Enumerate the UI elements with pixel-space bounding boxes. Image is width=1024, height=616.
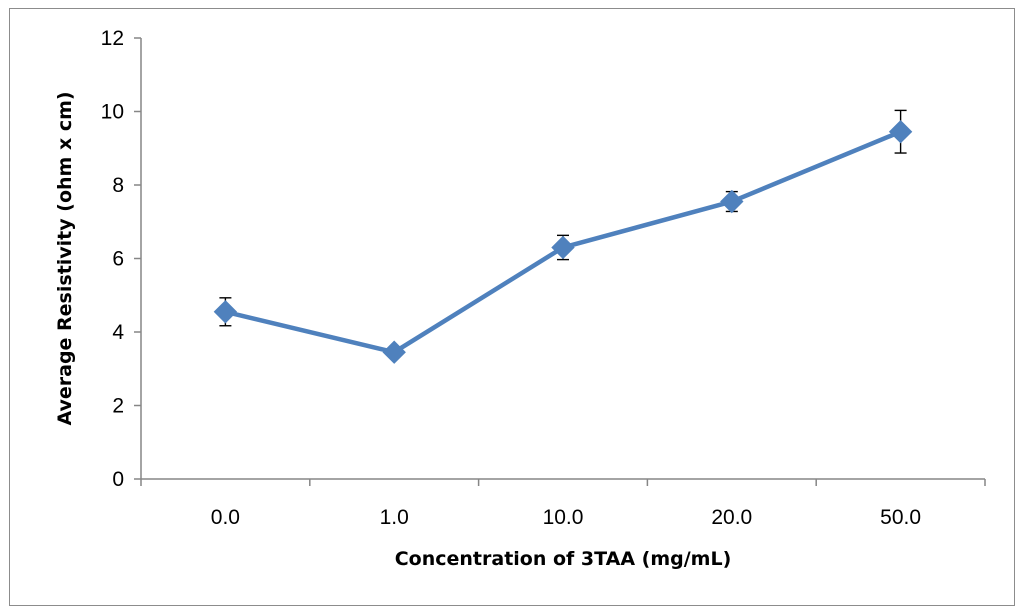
y-tick-label: 4 — [112, 321, 124, 344]
y-axis-ticks: 0 2 4 6 8 10 12 — [101, 27, 141, 491]
x-axis-ticks: 0.0 1.0 10.0 20.0 50.0 — [140, 479, 986, 529]
x-tick-label: 1.0 — [380, 506, 409, 529]
data-point-marker — [888, 120, 913, 144]
y-tick-label: 6 — [112, 248, 124, 271]
y-axis-title: Average Resistivity (ohm x cm) — [54, 91, 76, 425]
y-tick-label: 10 — [101, 101, 124, 124]
y-tick-label: 8 — [112, 174, 124, 197]
data-point-marker — [213, 300, 238, 324]
series-layer — [213, 109, 913, 364]
data-point-marker — [720, 189, 744, 214]
x-tick-label: 20.0 — [711, 506, 752, 529]
x-tick-label: 10.0 — [543, 506, 584, 529]
x-tick-label: 50.0 — [880, 506, 921, 529]
data-point-marker — [551, 235, 575, 260]
y-tick-label: 2 — [112, 395, 124, 418]
data-point-marker — [382, 340, 406, 364]
chart-frame — [9, 8, 1015, 606]
y-tick-label: 12 — [101, 27, 124, 50]
x-axis-title: Concentration of 3TAA (mg/mL) — [395, 548, 732, 570]
y-tick-label: 0 — [112, 468, 124, 491]
x-tick-label: 0.0 — [211, 506, 240, 529]
